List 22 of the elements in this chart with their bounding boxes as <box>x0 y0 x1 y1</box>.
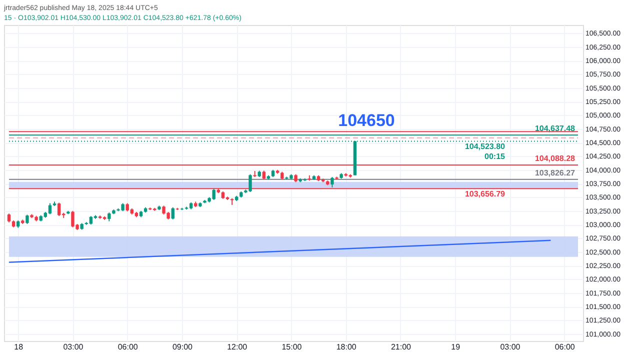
candlestick <box>171 206 174 220</box>
x-tick-label: 19 <box>451 342 461 352</box>
ref-line-label: 104,088.28 <box>534 154 576 164</box>
ref-line-label: 104,637.48 <box>534 124 576 134</box>
x-tick-label: 18:00 <box>336 342 357 352</box>
x-tick-label: 06:00 <box>554 342 576 352</box>
candlestick <box>26 214 29 225</box>
ref-line-label: 104,523.80 00:15 <box>464 142 506 162</box>
annotation: 104650 <box>338 110 395 130</box>
x-tick-label: 09:00 <box>172 342 194 352</box>
candlestick <box>57 202 61 217</box>
candlestick <box>330 176 334 188</box>
x-tick-label: 12:00 <box>227 342 248 352</box>
x-tick-label: 21:00 <box>390 342 412 352</box>
ref-line-label: 103,826.27 <box>534 168 576 178</box>
candlestick <box>48 202 52 215</box>
x-tick-label: 06:00 <box>118 342 138 352</box>
ref-line-label: 103,656.79 <box>464 190 506 199</box>
x-tick-label: 03:00 <box>63 342 84 352</box>
x-tick-label: 18 <box>14 342 24 352</box>
x-tick-label: 15:00 <box>282 342 302 352</box>
x-tick-label: 03:00 <box>500 342 521 352</box>
